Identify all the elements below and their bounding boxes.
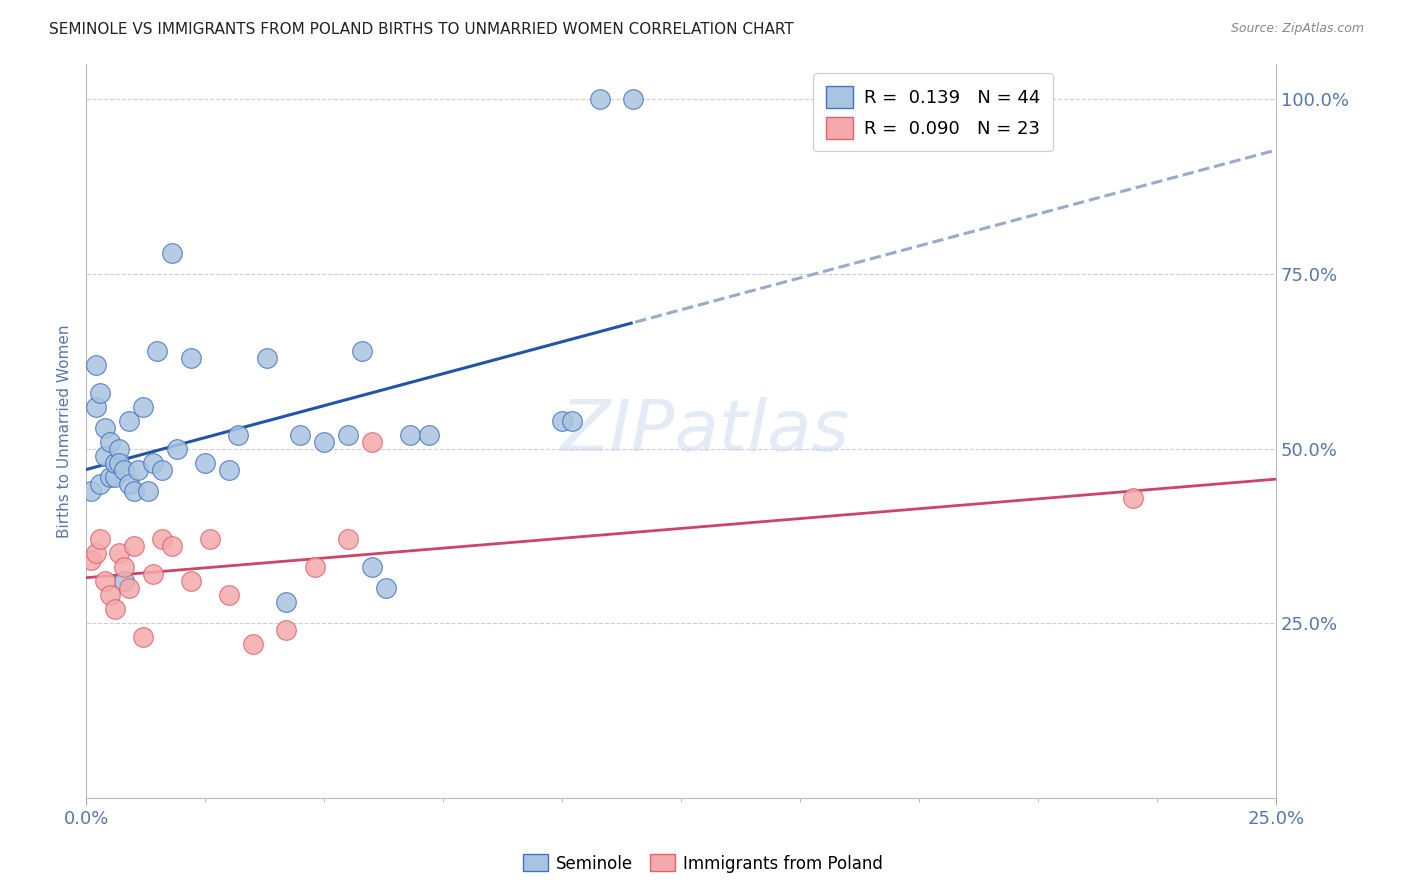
- Y-axis label: Births to Unmarried Women: Births to Unmarried Women: [58, 325, 72, 538]
- Point: [104, 602, 127, 616]
- Point: [180, 574, 202, 589]
- Point: [551, 414, 574, 428]
- Point: [118, 476, 141, 491]
- Point: [142, 456, 165, 470]
- Point: [112, 560, 135, 574]
- Point: [94, 449, 117, 463]
- Point: [98, 588, 121, 602]
- Point: [136, 483, 159, 498]
- Point: [312, 434, 335, 449]
- Point: [218, 588, 240, 602]
- Point: [146, 343, 169, 358]
- Point: [80, 553, 103, 567]
- Point: [1122, 491, 1144, 505]
- Point: [122, 540, 145, 554]
- Text: SEMINOLE VS IMMIGRANTS FROM POLAND BIRTHS TO UNMARRIED WOMEN CORRELATION CHART: SEMINOLE VS IMMIGRANTS FROM POLAND BIRTH…: [49, 22, 794, 37]
- Text: ZIPatlas: ZIPatlas: [561, 397, 849, 466]
- Point: [623, 92, 645, 106]
- Point: [84, 358, 107, 372]
- Point: [142, 567, 165, 582]
- Point: [127, 462, 149, 476]
- Point: [94, 574, 117, 589]
- Point: [160, 540, 183, 554]
- Point: [274, 624, 297, 638]
- Point: [132, 631, 155, 645]
- Point: [418, 427, 440, 442]
- Point: [132, 400, 155, 414]
- Point: [89, 476, 111, 491]
- Point: [290, 427, 312, 442]
- Point: [104, 469, 127, 483]
- Point: [94, 420, 117, 434]
- Point: [242, 637, 264, 651]
- Point: [352, 343, 374, 358]
- Point: [336, 427, 359, 442]
- Point: [166, 442, 188, 456]
- Point: [304, 560, 326, 574]
- Legend: R =  0.139   N = 44, R =  0.090   N = 23: R = 0.139 N = 44, R = 0.090 N = 23: [813, 73, 1053, 152]
- Point: [160, 245, 183, 260]
- Point: [198, 533, 221, 547]
- Point: [98, 469, 121, 483]
- Point: [118, 414, 141, 428]
- Point: [108, 442, 131, 456]
- Point: [89, 533, 111, 547]
- Point: [84, 400, 107, 414]
- Point: [274, 595, 297, 609]
- Point: [150, 462, 173, 476]
- Text: Source: ZipAtlas.com: Source: ZipAtlas.com: [1230, 22, 1364, 36]
- Point: [398, 427, 420, 442]
- Point: [112, 462, 135, 476]
- Point: [150, 533, 173, 547]
- Point: [98, 434, 121, 449]
- Point: [589, 92, 612, 106]
- Point: [561, 414, 583, 428]
- Point: [180, 351, 202, 365]
- Point: [360, 434, 382, 449]
- Point: [118, 582, 141, 596]
- Point: [122, 483, 145, 498]
- Point: [84, 546, 107, 560]
- Point: [89, 385, 111, 400]
- Point: [80, 483, 103, 498]
- Point: [256, 351, 278, 365]
- Legend: Seminole, Immigrants from Poland: Seminole, Immigrants from Poland: [516, 847, 890, 880]
- Point: [194, 456, 217, 470]
- Point: [104, 456, 127, 470]
- Point: [218, 462, 240, 476]
- Point: [360, 560, 382, 574]
- Point: [336, 533, 359, 547]
- Point: [112, 574, 135, 589]
- Point: [374, 582, 396, 596]
- Point: [108, 456, 131, 470]
- Point: [228, 427, 250, 442]
- Point: [108, 546, 131, 560]
